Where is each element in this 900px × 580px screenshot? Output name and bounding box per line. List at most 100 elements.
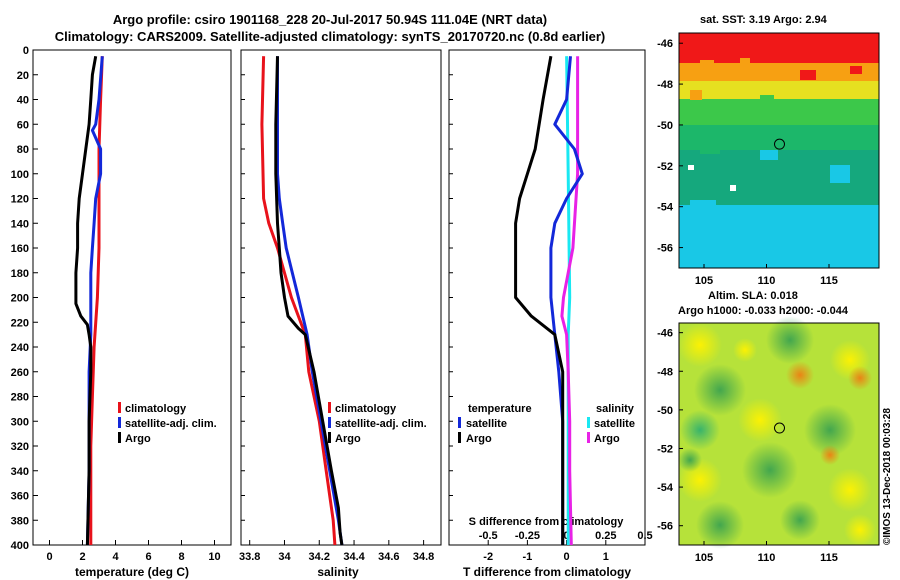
- legend-satellite-label: satellite-adj. clim.: [125, 418, 217, 430]
- legend-argo-label: Argo: [335, 433, 361, 445]
- t-difference-axis-label: T difference from climatology: [463, 565, 631, 579]
- depth-tick-label: 360: [11, 491, 29, 503]
- sla-anomaly-blob: [804, 404, 856, 456]
- t-diff-tick-label: -1: [523, 551, 533, 563]
- temperature-tick-label: 10: [208, 551, 220, 563]
- t-diff-tick-label: 0: [564, 551, 570, 563]
- depth-tick-label: 60: [17, 119, 29, 131]
- depth-tick-label: 160: [11, 243, 29, 255]
- map-lat-label: -56: [657, 521, 673, 533]
- sst-patch: [760, 95, 774, 104]
- sla-map-title: Altim. SLA: 0.018: [708, 290, 798, 302]
- sst-patch: [830, 165, 850, 183]
- sla-map: -46 -48 -50 -52 -54 -56 105 110 115: [657, 316, 880, 564]
- legend-argo-swatch: [118, 432, 121, 443]
- map-lat-label: -54: [657, 202, 674, 214]
- temperature-argo-line: [74, 55, 98, 545]
- temperature-tick-label: 4: [112, 551, 119, 563]
- sst-map-frame: [678, 32, 880, 269]
- depth-tick-label: 300: [11, 416, 29, 428]
- salinity-tick-label: 34: [278, 551, 291, 563]
- legend-climatology-label: climatology: [335, 403, 397, 415]
- difference-panel-frame: [448, 49, 646, 546]
- depth-tick-label: 0: [23, 45, 29, 57]
- map-lon-label: 105: [695, 275, 713, 287]
- sla-anomaly-blob: [696, 501, 744, 549]
- map-lon-label: 110: [758, 552, 776, 564]
- depth-tick-label: 280: [11, 392, 29, 404]
- s-difference-axis-label: S difference from climatology: [469, 516, 625, 528]
- map-lon-label: 115: [820, 552, 838, 564]
- sst-patch: [700, 60, 714, 70]
- depth-tick-label: 260: [11, 367, 29, 379]
- sst-band: [679, 63, 879, 81]
- sst-map: -46 -48 -50 -52 -54 -56 105 110 115: [657, 32, 880, 287]
- salinity-climatology-line: [260, 56, 337, 545]
- sla-anomaly-blob: [680, 410, 720, 450]
- depth-tick-label: 400: [11, 540, 29, 552]
- salinity-tick-label: 34.2: [309, 551, 330, 563]
- temperature-climatology-line: [89, 56, 104, 545]
- legend-climatology-swatch: [118, 402, 121, 413]
- depth-tick-label: 80: [17, 144, 29, 156]
- sla-anomaly-blob: [786, 361, 814, 389]
- depth-tick-label: 100: [11, 169, 29, 181]
- s-diff-tick-label: 0: [564, 530, 570, 542]
- sla-map-subtitle: Argo h1000: -0.033 h2000: -0.044: [678, 305, 848, 317]
- sla-anomaly-blob: [844, 514, 876, 546]
- map-lon-label: 115: [820, 275, 838, 287]
- salinity-satellite-line: [276, 56, 344, 545]
- s-diff-tick-label: -0.25: [515, 530, 540, 542]
- sla-anomaly-blob: [820, 445, 840, 465]
- legend-t-argo-swatch: [458, 432, 461, 443]
- depth-tick-label: 240: [11, 342, 29, 354]
- sla-anomaly-blob: [828, 468, 872, 512]
- sst-map-title: sat. SST: 3.19 Argo: 2.94: [700, 14, 827, 26]
- legend-climatology-swatch: [328, 402, 331, 413]
- sla-anomaly-blob: [678, 323, 722, 367]
- temperature-tick-label: 0: [46, 551, 52, 563]
- map-lat-label: -50: [657, 405, 673, 417]
- temperature-tick-label: 2: [79, 551, 85, 563]
- t-diff-tick-label: -2: [483, 551, 493, 563]
- temperature-lines: [74, 55, 104, 545]
- sla-anomaly-blob: [848, 366, 872, 390]
- depth-axis: 0 20 40 60 80 100 120 140 160 180 200 220 240 260 280 3…: [11, 45, 453, 552]
- depth-tick-label: 380: [11, 515, 29, 527]
- sla-anomaly-blob: [780, 500, 820, 540]
- sst-patch: [690, 200, 716, 220]
- sla-argo-position-marker: [774, 422, 785, 434]
- salinity-diff-argo-line: [560, 56, 580, 545]
- s-diff-tick-label: -0.5: [479, 530, 498, 542]
- salinity-tick-label: 34.6: [378, 551, 399, 563]
- title-line-1: Argo profile: csiro 1901168_228 20-Jul-2…: [112, 12, 548, 27]
- sst-patch: [820, 110, 836, 120]
- map-lat-label: -46: [657, 328, 673, 340]
- sla-anomaly-blob: [766, 316, 814, 364]
- depth-tick-label: 220: [11, 317, 29, 329]
- salinity-tick-label: 34.8: [413, 551, 434, 563]
- imos-credit: ©IMOS 13-Dec-2018 00:03:28: [882, 408, 893, 545]
- legend-s-satellite-swatch: [587, 417, 590, 428]
- depth-tick-label: 40: [17, 95, 29, 107]
- salinity-tick-label: 33.8: [239, 551, 260, 563]
- difference-lines: [514, 55, 584, 545]
- sla-anomaly-blob: [738, 398, 782, 442]
- s-diff-tick-label: 0.25: [595, 530, 616, 542]
- difference-legend: temperature satellite Argo salinity sate…: [458, 403, 635, 445]
- salinity-lines: [260, 56, 344, 545]
- temperature-legend: climatology satellite-adj. clim. Argo: [118, 402, 217, 445]
- depth-tick-label: 340: [11, 466, 29, 478]
- sst-patch: [690, 90, 702, 100]
- salinity-legend: climatology satellite-adj. clim. Argo: [328, 402, 427, 445]
- legend-argo-swatch: [328, 432, 331, 443]
- legend-argo-label: Argo: [125, 433, 151, 445]
- sst-patch: [800, 70, 816, 80]
- temperature-tick-label: 8: [178, 551, 184, 563]
- map-lat-label: -52: [657, 161, 673, 173]
- legend-s-satellite-label: satellite: [594, 418, 635, 430]
- x-axes: 0 2 4 6 8 10 33.8 34 34.2 34.4 34.6 34.8 -2 -1 0 1 -0.5 -…: [46, 530, 652, 563]
- salinity-argo-line: [274, 56, 344, 545]
- sst-patch: [688, 165, 694, 170]
